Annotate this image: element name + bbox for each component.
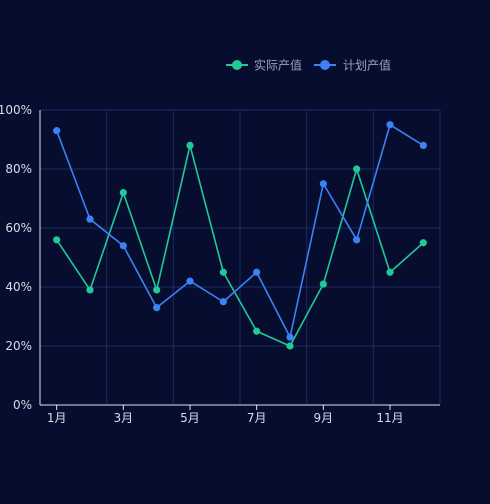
y-tick-label: 80% [5, 162, 32, 176]
y-tick-label: 60% [5, 221, 32, 235]
y-tick-label: 40% [5, 280, 32, 294]
legend-item-planned[interactable]: 计划产值 [314, 58, 391, 73]
legend[interactable]: 实际产值 计划产值 [226, 58, 391, 73]
series-line-planned [55, 123, 424, 338]
data-point-actual [119, 189, 127, 197]
data-point-planned [186, 277, 194, 285]
data-point-actual [53, 236, 61, 244]
series-layer [53, 121, 427, 350]
legend-item-actual[interactable]: 实际产值 [226, 58, 302, 73]
series-line-actual [56, 144, 424, 347]
x-tick-label: 3月 [114, 411, 134, 425]
x-tick-label: 5月 [180, 411, 200, 425]
x-tick-label: 9月 [314, 411, 334, 425]
data-point-planned [153, 304, 161, 312]
data-point-actual [86, 286, 94, 294]
x-tick-label: 7月 [247, 411, 267, 425]
data-point-planned [353, 236, 361, 244]
data-point-actual [153, 286, 161, 294]
x-tick-label: 1月 [47, 411, 67, 425]
data-point-planned [419, 141, 427, 149]
x-tick-label: 11月 [376, 411, 403, 425]
data-point-planned [386, 121, 394, 129]
axis-layer: 0% 20% 40% 60% 80% 100% 1月 3月 5月 7月 9月 11月 [0, 103, 440, 425]
data-point-planned [286, 333, 294, 341]
y-tick-label: 20% [5, 339, 32, 353]
data-point-actual [186, 141, 194, 149]
data-point-planned [253, 268, 261, 276]
data-point-actual [319, 280, 327, 288]
data-point-actual [286, 342, 294, 350]
data-point-actual [386, 268, 394, 276]
data-point-planned [219, 298, 227, 306]
data-point-actual [419, 239, 427, 247]
data-point-planned [119, 242, 127, 250]
data-point-planned [53, 127, 61, 135]
legend-label-planned: 计划产值 [343, 58, 391, 73]
grid-layer [40, 109, 441, 405]
legend-marker-actual [232, 60, 242, 70]
data-point-actual [219, 268, 227, 276]
legend-label-actual: 实际产值 [254, 58, 302, 73]
legend-marker-planned [320, 60, 330, 70]
data-point-actual [253, 327, 261, 335]
data-point-planned [319, 180, 327, 188]
data-point-planned [86, 215, 94, 223]
y-tick-label: 0% [13, 398, 32, 412]
data-point-actual [353, 165, 361, 173]
y-tick-label: 100% [0, 103, 32, 117]
